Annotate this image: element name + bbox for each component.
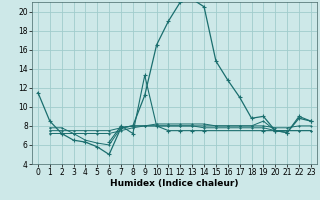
X-axis label: Humidex (Indice chaleur): Humidex (Indice chaleur) — [110, 179, 239, 188]
